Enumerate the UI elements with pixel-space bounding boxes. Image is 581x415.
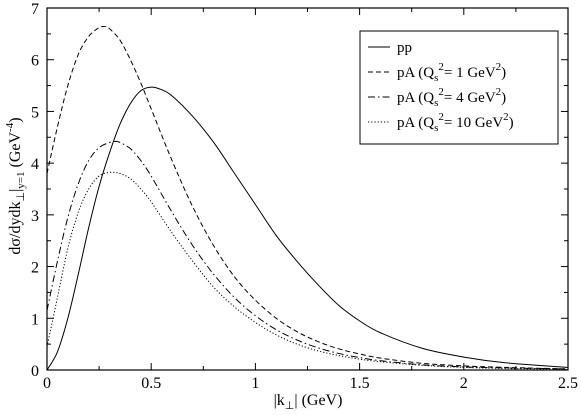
ticks-layer: 0 0.5 1 1.5 2 2.5 0 1 2 3 4 5 6 7: [31, 1, 578, 392]
y-tick-label: 1: [31, 311, 39, 328]
series-line-2: [46, 25, 569, 370]
plot-frame: [46, 7, 569, 371]
y-tick-label: 2: [31, 260, 39, 277]
y-tick-label: 7: [31, 1, 39, 18]
series-line-1: [46, 86, 569, 371]
x-tick-label: 1: [251, 375, 259, 392]
series-line-4: [46, 171, 569, 370]
x-axis-label: |k⊥| (GeV): [274, 392, 343, 412]
x-tick-label: 2.5: [558, 375, 578, 392]
legend-entry-4: pA (Qs2= 10 GeV2): [397, 111, 514, 134]
legend-box: [359, 30, 559, 145]
y-tick-label: 0: [31, 363, 39, 380]
legend-entry-1: pp: [397, 40, 412, 56]
series-layer: [46, 25, 569, 371]
legend-entry-3: pA (Qs2= 4 GeV2): [397, 86, 506, 109]
x-tick-label: 2: [460, 375, 468, 392]
y-tick-label: 6: [31, 53, 39, 70]
legend: pp pA (Qs2= 1 GeV2)pA (Qs2= 4 GeV2)pA (Qs…: [359, 30, 559, 145]
series-line-3: [46, 140, 569, 370]
y-tick-label: 4: [31, 156, 39, 173]
legend-entry-2: pA (Qs2= 1 GeV2): [397, 61, 506, 84]
x-tick-label: 0: [43, 375, 51, 392]
y-axis-label: dσ/dydk⊥|y=1 (GeV-4): [4, 117, 27, 254]
y-tick-label: 3: [31, 208, 39, 225]
y-tick-label: 5: [31, 104, 39, 121]
x-tick-label: 0.5: [141, 375, 161, 392]
x-tick-label: 1.5: [350, 375, 370, 392]
